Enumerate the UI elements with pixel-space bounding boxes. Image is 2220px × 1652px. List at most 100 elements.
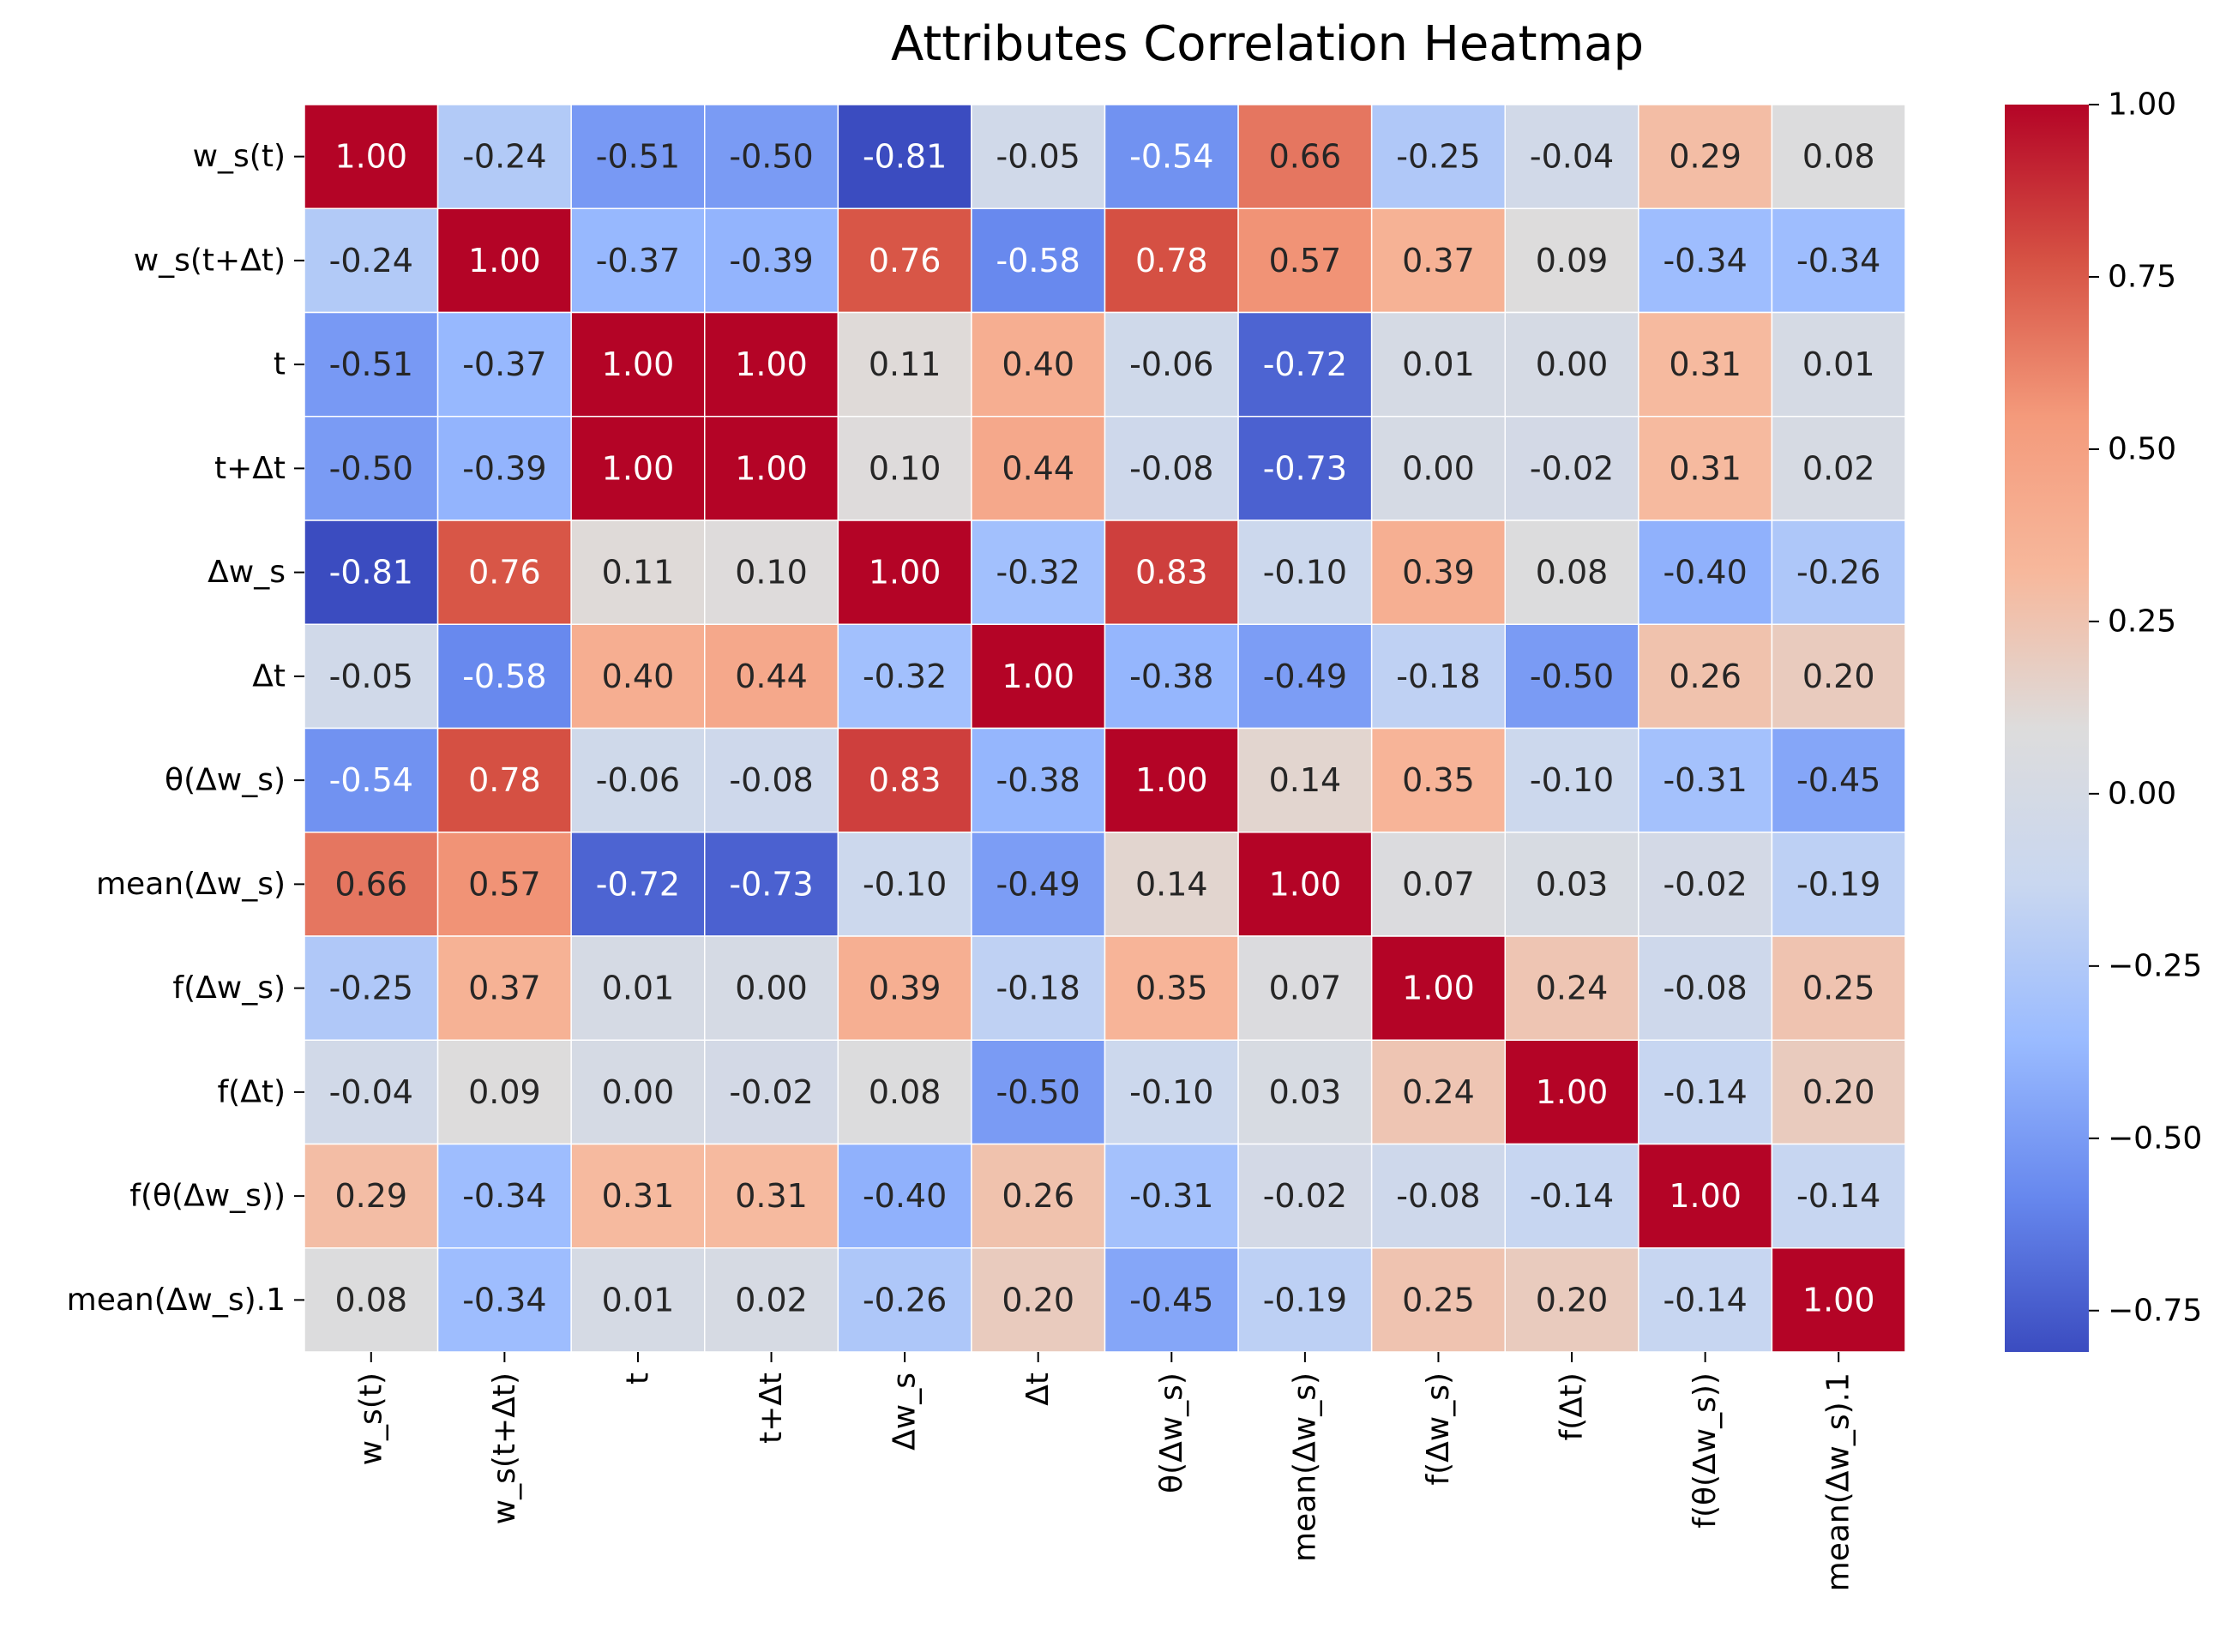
y-tick-label: w_s(t+Δt) xyxy=(134,243,286,278)
heatmap-cell xyxy=(436,832,572,937)
cell-value-label: -0.45 xyxy=(1129,1281,1213,1319)
cell-value-label: 0.40 xyxy=(1002,345,1074,383)
cell-value-label: 0.31 xyxy=(602,1177,675,1215)
heatmap-cell xyxy=(1771,623,1906,730)
heatmap-cell xyxy=(304,104,439,209)
cell-value-label: 0.31 xyxy=(1669,345,1742,383)
y-tick-label: mean(Δw_s) xyxy=(96,867,286,902)
cell-value-label: 0.07 xyxy=(1402,865,1475,903)
cell-value-label: -0.51 xyxy=(329,345,413,383)
heatmap-cell xyxy=(1370,207,1507,314)
heatmap-cell xyxy=(436,1143,572,1249)
cell-value-label: -0.45 xyxy=(1796,761,1880,799)
cell-value-label: 0.10 xyxy=(735,554,808,592)
heatmap-cell xyxy=(837,207,972,314)
heatmap-cell xyxy=(436,935,572,1041)
heatmap-cell xyxy=(1370,935,1507,1041)
heatmap-cell xyxy=(1104,520,1239,625)
heatmap-cell xyxy=(1237,207,1373,314)
cell-value-label: -0.50 xyxy=(996,1073,1080,1111)
heatmap-cell xyxy=(1237,1039,1373,1145)
heatmap-cell xyxy=(570,416,706,521)
cell-annotations: 1.00 -0.24 -0.51 -0.50 -0.81 -0.05 -0.54 0.66 -0… xyxy=(329,138,1881,1319)
heatmap-cell xyxy=(1771,416,1906,521)
cell-value-label: -0.14 xyxy=(1796,1177,1880,1215)
cell-value-label: 0.14 xyxy=(1135,865,1208,903)
cell-value-label: 0.02 xyxy=(735,1281,808,1319)
x-tick-label: t+Δt xyxy=(754,1373,789,1444)
heatmap-cell xyxy=(1771,1143,1906,1249)
cell-value-label: 0.11 xyxy=(869,345,942,383)
cell-value-label: 1.00 xyxy=(869,554,942,592)
heatmap-cell xyxy=(704,832,839,937)
heatmap-cell xyxy=(1237,1143,1373,1249)
cell-value-label: -0.24 xyxy=(462,138,546,176)
cell-value-label: 0.24 xyxy=(1402,1073,1475,1111)
heatmap-cell xyxy=(1638,207,1773,314)
heatmap-cell xyxy=(1370,1247,1507,1353)
cell-value-label: 0.57 xyxy=(1269,242,1342,279)
cell-value-label: 1.00 xyxy=(1135,761,1208,799)
cell-value-label: -0.04 xyxy=(329,1073,413,1111)
heatmap-cell xyxy=(704,623,839,730)
cell-value-label: -0.05 xyxy=(996,138,1080,176)
cell-value-label: -0.39 xyxy=(462,449,546,487)
cell-value-label: 0.09 xyxy=(468,1073,541,1111)
cell-value-label: 0.20 xyxy=(1536,1281,1609,1319)
heatmap-cell xyxy=(1638,520,1773,625)
heatmap-cell xyxy=(837,311,972,418)
cell-value-label: 1.00 xyxy=(602,345,675,383)
cell-value-label: -0.40 xyxy=(863,1177,947,1215)
cell-value-label: 0.78 xyxy=(468,761,541,799)
cell-value-label: 0.78 xyxy=(1135,242,1208,279)
heatmap-cell xyxy=(704,416,839,521)
colorbar-tick-label: 0.25 xyxy=(2108,604,2176,639)
x-tick-label: mean(Δw_s) xyxy=(1287,1373,1322,1562)
heatmap-cell xyxy=(1104,416,1239,521)
cell-value-label: 0.66 xyxy=(334,865,407,903)
heatmap-cell xyxy=(837,727,972,833)
x-tick-label: mean(Δw_s).1 xyxy=(1821,1373,1856,1591)
cell-value-label: -0.32 xyxy=(863,658,947,695)
cell-value-label: 0.83 xyxy=(1135,554,1208,592)
heatmap-cell xyxy=(971,416,1106,521)
cell-value-label: -0.06 xyxy=(1129,345,1213,383)
cell-value-label: -0.05 xyxy=(329,658,413,695)
heatmap-cell xyxy=(1638,1247,1773,1353)
colorbar-gradient xyxy=(2005,105,2089,1352)
cell-value-label: 1.00 xyxy=(735,345,808,383)
cell-value-label: 0.07 xyxy=(1269,970,1342,1007)
cell-value-label: 1.00 xyxy=(1802,1281,1875,1319)
cell-value-label: 0.10 xyxy=(869,449,942,487)
cell-value-label: -0.14 xyxy=(1663,1073,1747,1111)
cell-value-label: -0.81 xyxy=(863,138,947,176)
cell-value-label: -0.34 xyxy=(462,1177,546,1215)
cell-value-label: -0.39 xyxy=(729,242,813,279)
cell-value-label: 1.00 xyxy=(334,138,407,176)
cell-value-label: -0.49 xyxy=(996,865,1080,903)
cell-value-label: -0.34 xyxy=(462,1281,546,1319)
heatmap-cell xyxy=(1104,1143,1239,1249)
cell-value-label: 0.39 xyxy=(1402,554,1475,592)
cell-value-label: -0.54 xyxy=(1129,138,1213,176)
cell-value-label: -0.06 xyxy=(596,761,680,799)
cell-value-label: 0.31 xyxy=(735,1177,808,1215)
colorbar-tick-label: −0.75 xyxy=(2108,1293,2202,1328)
cell-value-label: 0.25 xyxy=(1802,970,1875,1007)
cell-value-label: 0.66 xyxy=(1269,138,1342,176)
y-tick-label: f(θ(Δw_s)) xyxy=(129,1179,286,1214)
x-tick-label: w_s(t) xyxy=(353,1373,388,1465)
cell-value-label: -0.08 xyxy=(1396,1177,1480,1215)
cell-value-label: 0.00 xyxy=(1536,345,1609,383)
colorbar-tick-label: 0.75 xyxy=(2108,259,2176,294)
cell-value-label: 1.00 xyxy=(1002,658,1074,695)
heatmap-cell xyxy=(837,104,972,209)
heatmap-cell xyxy=(971,935,1106,1041)
heatmap-cell xyxy=(1370,1143,1507,1249)
cell-value-label: 0.76 xyxy=(468,554,541,592)
heatmap-cell xyxy=(1237,623,1373,730)
cell-value-label: -0.38 xyxy=(1129,658,1213,695)
heatmap-cell xyxy=(1771,1039,1906,1145)
heatmap-cell xyxy=(1638,1039,1773,1145)
